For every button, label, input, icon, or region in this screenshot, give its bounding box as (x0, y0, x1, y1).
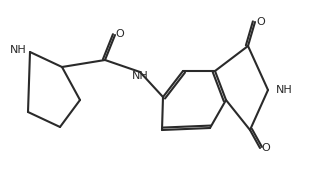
Text: NH: NH (132, 71, 148, 81)
Text: O: O (262, 143, 271, 153)
Text: O: O (256, 17, 265, 27)
Text: O: O (115, 29, 124, 39)
Text: NH: NH (276, 85, 293, 95)
Text: NH: NH (10, 45, 27, 55)
